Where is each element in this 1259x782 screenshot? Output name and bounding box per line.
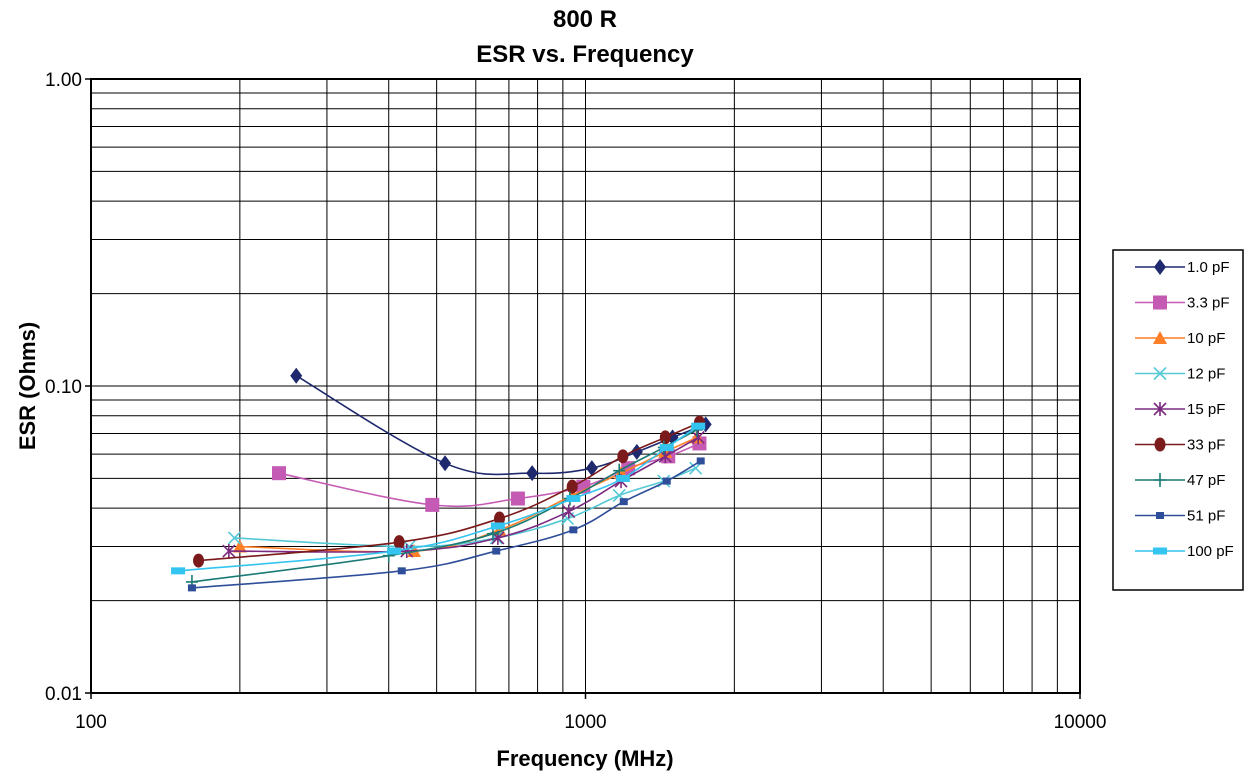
series-15-pf: [222, 430, 705, 559]
data-point-100-pf: [387, 547, 402, 555]
series-51-pf: [187, 457, 705, 592]
legend-item-33-pf: 33 pF: [1135, 437, 1225, 454]
y-tick-label: 1.00: [45, 70, 82, 91]
legend-marker-15-pf: [1153, 402, 1167, 416]
data-point-100-pf: [490, 522, 505, 530]
legend-label-1-0-pf: 1.0 pF: [1187, 259, 1230, 276]
data-point-1-0-pf: [290, 367, 303, 384]
data-point-1-0-pf: [439, 455, 452, 472]
data-point-51-pf: [187, 584, 196, 592]
legend-item-10-pf: 10 pF: [1135, 330, 1225, 347]
data-point-51-pf: [397, 567, 406, 575]
legend-marker-47-pf: [1154, 473, 1166, 487]
y-tick-label: 0.01: [45, 684, 82, 705]
legend-item-100-pf: 100 pF: [1135, 543, 1234, 560]
data-point-1-0-pf: [585, 460, 598, 477]
data-point-100-pf: [659, 444, 674, 452]
data-point-15-pf: [562, 504, 576, 519]
legend-item-12-pf: 12 pF: [1135, 366, 1225, 383]
data-point-33-pf: [617, 449, 629, 464]
data-point-100-pf: [171, 567, 186, 575]
data-point-51-pf: [619, 498, 628, 506]
legend-label-51-pf: 51 pF: [1187, 508, 1225, 525]
data-point-12-pf: [227, 531, 241, 545]
data-point-51-pf: [662, 477, 671, 485]
legend-item-1-0-pf: 1.0 pF: [1135, 259, 1230, 276]
legend-label-100-pf: 100 pF: [1187, 543, 1234, 560]
data-point-33-pf: [659, 430, 671, 445]
legend-marker-1-0-pf: [1154, 259, 1166, 275]
legend-marker-33-pf: [1154, 437, 1166, 452]
legend-item-15-pf: 15 pF: [1135, 401, 1225, 418]
data-point-1-0-pf: [526, 465, 539, 482]
data-point-33-pf: [393, 535, 405, 550]
legend-box: [1112, 249, 1244, 591]
data-point-51-pf: [696, 457, 705, 465]
data-point-33-pf: [566, 479, 578, 494]
legend-label-12-pf: 12 pF: [1187, 366, 1225, 383]
series-33-pf: [193, 415, 705, 568]
legend-label-15-pf: 15 pF: [1187, 401, 1225, 418]
legend-marker-12-pf: [1153, 366, 1167, 381]
data-point-51-pf: [492, 547, 501, 555]
legend-label-3-3-pf: 3.3 pF: [1187, 295, 1230, 312]
y-tick-label: 0.10: [45, 377, 82, 398]
series-group: [171, 367, 712, 592]
data-point-3-3-pf: [425, 497, 440, 512]
legend-marker-100-pf: [1153, 547, 1167, 555]
series-47-pf: [185, 422, 703, 589]
legend-label-47-pf: 47 pF: [1187, 472, 1225, 489]
legend-marker-10-pf: [1153, 331, 1167, 344]
data-point-3-3-pf: [272, 466, 287, 481]
data-point-100-pf: [566, 495, 581, 503]
data-point-100-pf: [691, 422, 706, 430]
legend-label-33-pf: 33 pF: [1187, 437, 1225, 454]
chart-title: 800 R: [553, 6, 617, 33]
legend-marker-3-3-pf: [1153, 295, 1167, 310]
legend-marker-51-pf: [1156, 512, 1164, 519]
legend-label-10-pf: 10 pF: [1187, 330, 1225, 347]
legend-item-47-pf: 47 pF: [1135, 472, 1225, 489]
legend-item-51-pf: 51 pF: [1135, 508, 1225, 525]
data-point-33-pf: [493, 511, 505, 526]
data-point-51-pf: [569, 526, 578, 534]
x-tick-label: 100: [75, 712, 107, 733]
legend: 1.0 pF 3.3 pF 10 pF 12 pF 15 pF 33 pF 47 pF 51 …: [1112, 249, 1244, 591]
data-point-10-pf: [232, 539, 247, 553]
series-line-47-pf: [191, 429, 698, 583]
grid-lines: [91, 79, 1080, 693]
x-tick-label: 10000: [1054, 712, 1107, 733]
data-point-15-pf: [222, 544, 236, 559]
chart-subtitle: ESR vs. Frequency: [476, 41, 694, 68]
series-line-15-pf: [228, 436, 699, 553]
legend-item-3-3-pf: 3.3 pF: [1135, 295, 1230, 312]
data-point-33-pf: [193, 553, 205, 568]
data-point-15-pf: [691, 430, 705, 445]
series-100-pf: [171, 422, 706, 575]
data-point-100-pf: [615, 474, 630, 482]
y-axis-label: ESR (Ohms): [15, 322, 40, 450]
x-tick-label: 1000: [564, 712, 606, 733]
axis-ticks: 100 1000 10000 0.01 0.10 1.00: [45, 70, 1106, 733]
data-point-3-3-pf: [510, 491, 525, 506]
x-axis-label: Frequency (MHz): [496, 746, 673, 771]
